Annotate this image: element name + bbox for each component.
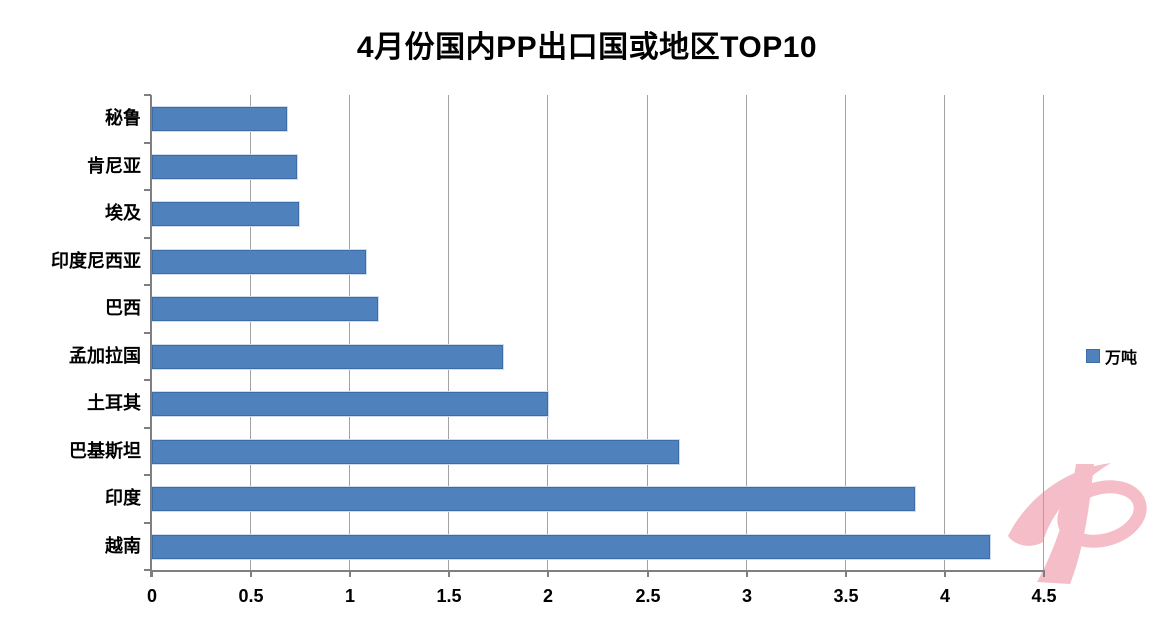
x-axis-label: 4.5 xyxy=(1031,586,1057,606)
bar xyxy=(152,345,503,369)
gridline xyxy=(250,95,251,570)
x-axis-label: 3 xyxy=(741,586,752,606)
x-axis-tick xyxy=(647,570,649,577)
bar xyxy=(152,297,378,321)
gridline xyxy=(547,95,548,570)
bar xyxy=(152,250,366,274)
y-axis-label: 土耳其 xyxy=(87,393,141,413)
y-axis-tick xyxy=(144,522,151,524)
bar xyxy=(152,440,679,464)
y-axis-tick xyxy=(144,332,151,334)
x-axis-label: 0.5 xyxy=(238,586,264,606)
bar xyxy=(152,535,990,559)
y-axis-line xyxy=(150,95,152,577)
legend-label: 万吨 xyxy=(1105,350,1138,367)
x-axis-tick xyxy=(448,570,450,577)
legend: 万吨 xyxy=(1086,344,1137,368)
x-axis-label: 3.5 xyxy=(833,586,859,606)
bar xyxy=(152,487,915,511)
gridline xyxy=(1043,95,1044,570)
x-axis-line xyxy=(150,570,1044,572)
x-axis-label: 0 xyxy=(146,586,157,606)
bar xyxy=(152,107,287,131)
x-axis-label: 2.5 xyxy=(635,586,661,606)
y-axis-tick xyxy=(144,569,151,571)
x-axis-tick xyxy=(845,570,847,577)
y-axis-tick xyxy=(144,94,151,96)
x-axis-tick xyxy=(349,570,351,577)
y-axis-label: 秘鲁 xyxy=(105,108,141,128)
y-axis-label: 印度 xyxy=(105,488,141,508)
x-axis-tick xyxy=(250,570,252,577)
gridline xyxy=(647,95,648,570)
y-axis-tick xyxy=(144,142,151,144)
x-axis-tick xyxy=(547,570,549,577)
y-axis-tick xyxy=(144,284,151,286)
gridline xyxy=(349,95,350,570)
gridline xyxy=(944,95,945,570)
y-axis-label: 印度尼西亚 xyxy=(51,250,141,271)
x-axis-tick xyxy=(151,570,153,577)
y-axis-tick xyxy=(144,427,151,429)
gridline xyxy=(448,95,449,570)
bar xyxy=(152,202,299,226)
y-axis-tick xyxy=(144,474,151,476)
y-axis-label: 埃及 xyxy=(105,203,141,223)
gridline xyxy=(746,95,747,570)
x-axis-tick xyxy=(944,570,946,577)
watermark-logo xyxy=(1008,463,1147,584)
y-axis-tick xyxy=(144,379,151,381)
gridline xyxy=(845,95,846,570)
x-axis-label: 4 xyxy=(939,586,950,606)
y-axis-tick xyxy=(144,189,151,191)
x-axis-label: 1.5 xyxy=(436,586,462,606)
y-axis-label: 巴基斯坦 xyxy=(69,440,141,461)
chart-title: 4月份国内PP出口国或地区TOP10 xyxy=(356,31,818,64)
x-axis-tick xyxy=(746,570,748,577)
y-axis-tick xyxy=(144,237,151,239)
legend-swatch xyxy=(1086,349,1100,363)
x-axis-tick xyxy=(1043,570,1045,577)
y-axis-label: 巴西 xyxy=(105,298,141,318)
y-axis-label: 肯尼亚 xyxy=(87,155,141,176)
bar xyxy=(152,155,297,179)
x-axis-label: 1 xyxy=(344,586,355,606)
bar xyxy=(152,392,548,416)
y-axis-label: 孟加拉国 xyxy=(69,345,141,366)
y-axis-label: 越南 xyxy=(105,535,141,556)
x-axis-label: 2 xyxy=(542,586,553,606)
plot-area xyxy=(152,95,1044,570)
